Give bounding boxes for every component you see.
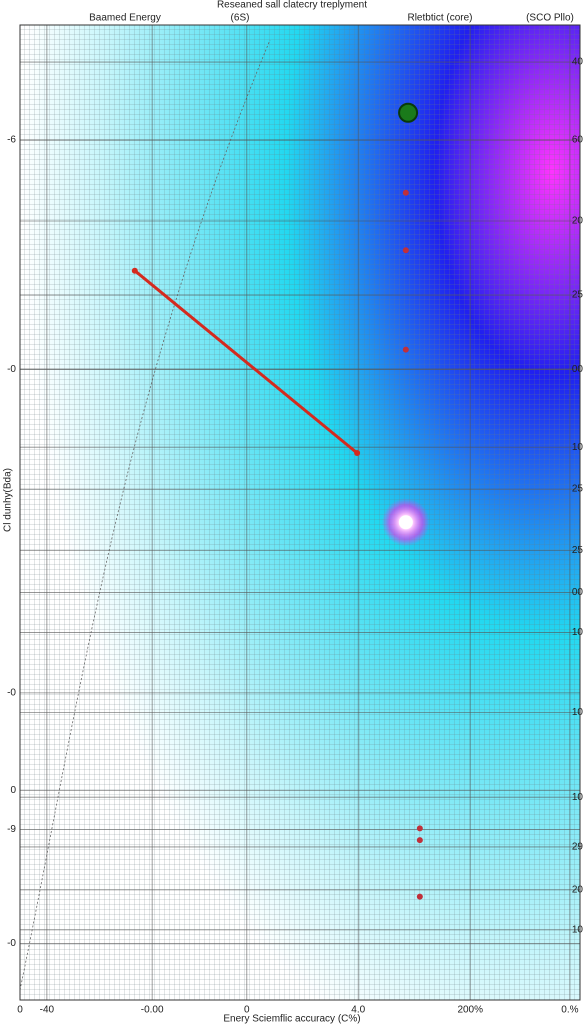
- y2-tick-label: 10: [572, 792, 584, 803]
- x-tick-label: -40: [40, 1005, 55, 1016]
- x-tick-label: 4.0: [351, 1005, 365, 1016]
- y2-tick-label: 60: [572, 135, 584, 146]
- point: [402, 189, 409, 196]
- y-tick-label: -6: [7, 135, 16, 146]
- y2-tick-label: 10: [572, 627, 584, 638]
- legend-label: (SCO Pllo): [526, 13, 574, 24]
- line-vertex: [131, 267, 138, 274]
- data-line: [133, 269, 359, 455]
- legend-label: Baamed Energy: [89, 13, 161, 24]
- point: [416, 825, 423, 832]
- x-axis-label: Enery Sciemflic accuracy (C%): [223, 1014, 360, 1024]
- x-tick-label: 0.%: [561, 1005, 578, 1016]
- subtitle: (6S): [231, 13, 250, 24]
- point: [398, 515, 413, 530]
- fine-grid: [20, 25, 580, 1000]
- plot-frame: [19, 24, 581, 1001]
- y2-tick-label: 29: [572, 842, 584, 853]
- line-vertex: [354, 450, 361, 457]
- y2-tick-label: 25: [572, 545, 584, 556]
- x-tick-label: 200%: [457, 1005, 483, 1016]
- y-tick-label: -0: [7, 688, 16, 699]
- legend-label: Rletbtict (core): [407, 13, 472, 24]
- x-tick-label: 0: [244, 1005, 250, 1016]
- point: [416, 893, 423, 900]
- decor-curve: [19, 39, 271, 991]
- x-tick-label: -0.00: [141, 1005, 164, 1016]
- chart-title: Reseaned sall clatecry treplyment: [217, 0, 367, 11]
- point: [416, 837, 423, 844]
- y-tick-label: 0: [10, 785, 16, 796]
- y-tick-label: -9: [7, 824, 16, 835]
- y-tick-label: -0: [7, 938, 16, 949]
- y2-tick-label: 20: [572, 884, 584, 895]
- y2-tick-label: 25: [572, 484, 584, 495]
- y2-tick-label: 00: [572, 364, 584, 375]
- y2-tick-label: 10: [572, 442, 584, 453]
- point: [402, 346, 409, 353]
- point: [398, 102, 419, 123]
- y2-tick-label: 40: [572, 57, 584, 68]
- y2-tick-label: 00: [572, 587, 584, 598]
- x-tick-label: 0: [17, 1005, 23, 1016]
- y-tick-label: -0: [7, 364, 16, 375]
- point: [402, 247, 409, 254]
- y2-tick-label: 10: [572, 924, 584, 935]
- y-axis-label: Cl dunhy(Bda): [3, 468, 14, 532]
- y2-tick-label: 10: [572, 707, 584, 718]
- y2-tick-label: 25: [572, 290, 584, 301]
- y2-tick-label: 20: [572, 216, 584, 227]
